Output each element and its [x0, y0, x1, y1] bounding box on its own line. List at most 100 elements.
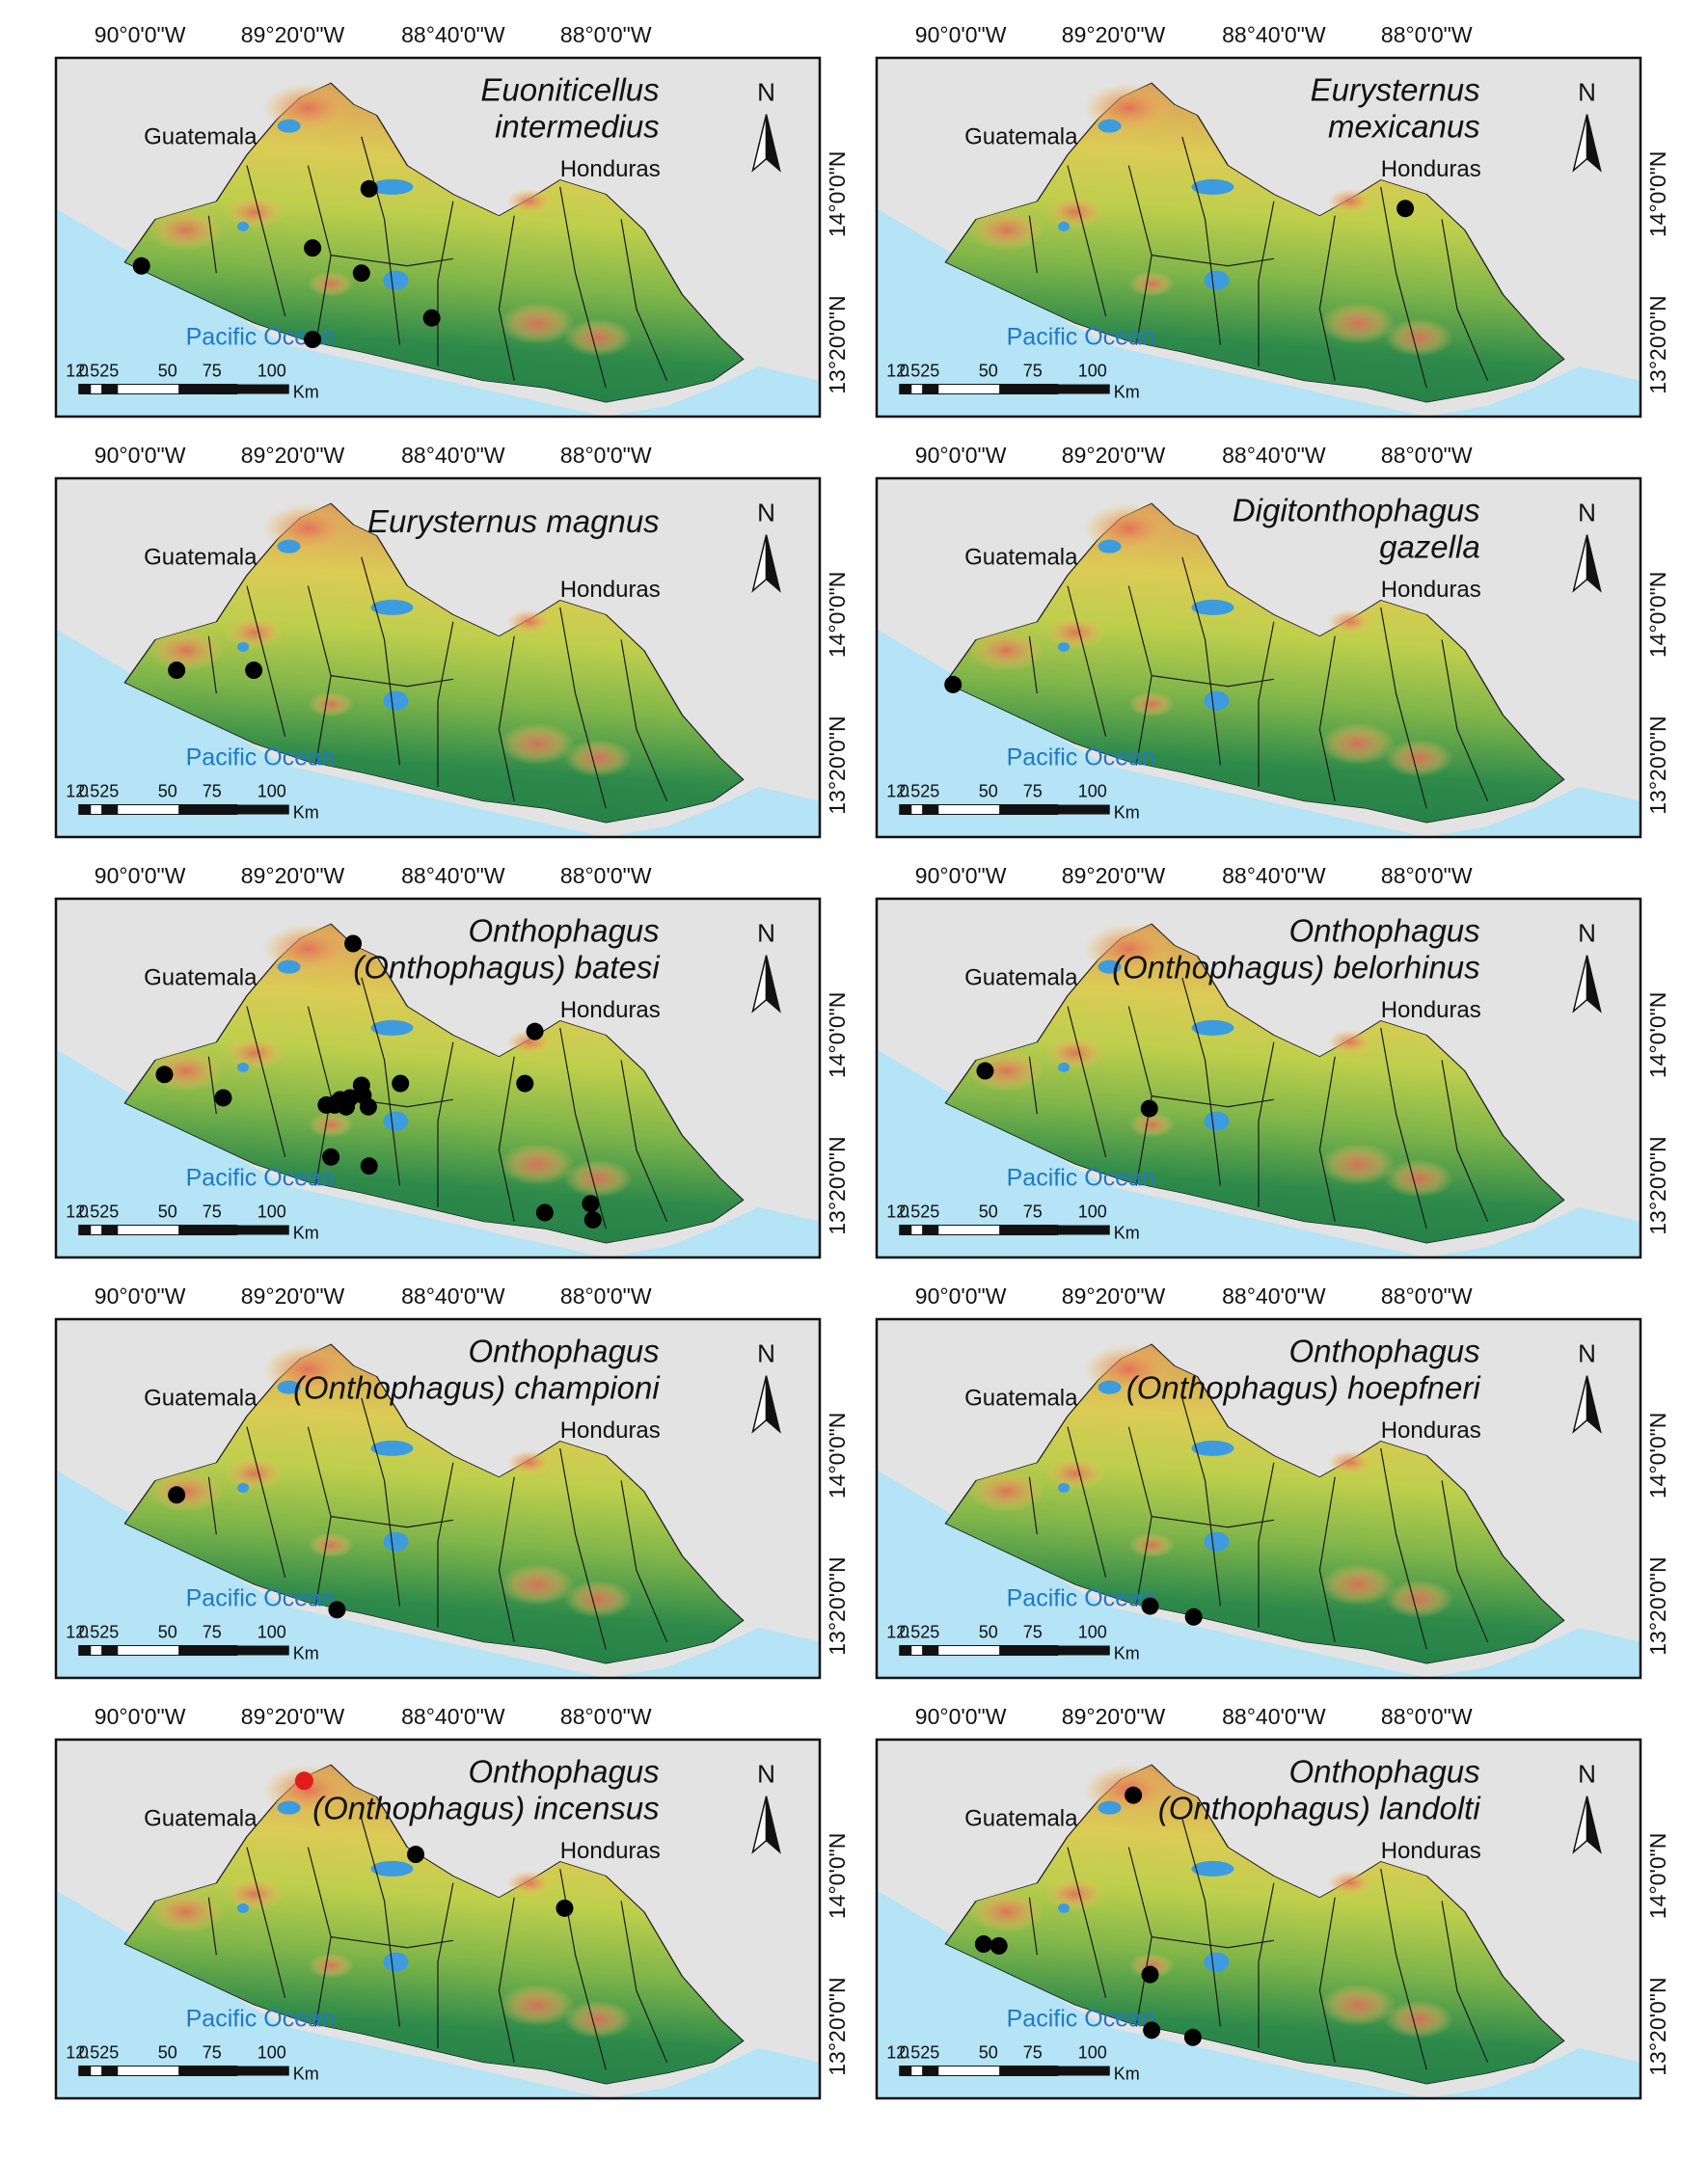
ocean-label: Pacific Ocean [1007, 324, 1155, 351]
scale-tick-label: 0 [900, 2043, 909, 2063]
scale-tick-label: 0 [900, 782, 909, 801]
occurrence-point [407, 1846, 425, 1864]
lake [237, 1062, 250, 1072]
longitude-label: 89°20'0"W [1062, 1704, 1166, 1729]
department-border [1258, 201, 1275, 366]
department-border [498, 1056, 515, 1222]
lake [1058, 1482, 1071, 1493]
scale-tick-label: 12.525 [886, 1202, 939, 1222]
highland-relief [224, 615, 285, 650]
department-border [620, 1480, 668, 1643]
map-panel: 90°0'0"W 89°20'0"W 88°40'0"W 88°0'0"W 14°0'0… [875, 22, 1670, 419]
scale-tick-label: 75 [1023, 2043, 1043, 2063]
department-border [1258, 621, 1275, 787]
scale-unit: Km [1114, 1644, 1140, 1663]
scale-bar: 012.525 50 75 100 Km [66, 1623, 319, 1663]
occurrence-point [1141, 1965, 1159, 1984]
scale-tick-label: 100 [1078, 1202, 1107, 1222]
lake [1191, 178, 1234, 195]
ocean-label: Pacific Ocean [186, 1165, 335, 1192]
department-border [437, 1882, 454, 2048]
lake [1191, 599, 1234, 615]
country-label-guatemala: Guatemala [144, 123, 258, 149]
department-border [361, 136, 400, 345]
lake [1191, 1860, 1234, 1877]
department-border [620, 1060, 668, 1223]
lake [1098, 1380, 1122, 1394]
department-border [1441, 639, 1489, 802]
scale-bar: 012.525 50 75 100 Km [886, 362, 1140, 402]
highland-relief [563, 739, 633, 777]
department-border [1181, 556, 1221, 766]
latitude-label: 14°0'0"N [1645, 151, 1670, 238]
latitude-label: 13°20'0"N [825, 295, 850, 393]
highland-relief [1384, 318, 1453, 357]
scale-tick-label: 75 [1023, 362, 1043, 381]
lake [1204, 270, 1230, 290]
occurrence-point [974, 1935, 992, 1954]
north-arrow-icon: N [751, 78, 781, 173]
occurrence-point [535, 1203, 554, 1222]
map-frame [54, 476, 822, 839]
north-label: N [1578, 919, 1596, 948]
department-border [361, 1397, 400, 1607]
map-panel: 90°0'0"W 89°20'0"W 88°40'0"W 88°0'0"W 14°0'0… [54, 1283, 850, 1680]
department-border [1258, 1041, 1275, 1207]
country-label-honduras: Honduras [1381, 1418, 1481, 1444]
scale-tick-label: 50 [158, 1623, 177, 1642]
department-border [246, 165, 286, 316]
department-border [1127, 585, 1152, 766]
occurrence-point [526, 1022, 544, 1040]
map-panel: 90°0'0"W 89°20'0"W 88°40'0"W 88°0'0"W 14°0'0… [875, 1283, 1670, 1680]
highland-relief [563, 1159, 633, 1198]
country-label-guatemala: Guatemala [144, 964, 258, 990]
department-border [207, 635, 217, 694]
occurrence-point [132, 257, 150, 275]
highland-relief [499, 722, 576, 766]
occurrence-point [322, 1148, 340, 1166]
highland-relief [1319, 1143, 1396, 1186]
latitude-label: 14°0'0"N [825, 1833, 850, 1920]
highland-relief [499, 1563, 576, 1607]
highland-relief [968, 1049, 1045, 1093]
department-border [1380, 186, 1427, 389]
highland-relief [261, 82, 354, 134]
lake [237, 221, 250, 231]
lake [1204, 690, 1230, 711]
occurrence-point [304, 331, 322, 349]
ocean [56, 1470, 820, 1678]
longitude-label: 88°0'0"W [1381, 22, 1473, 47]
country-label-guatemala: Guatemala [964, 964, 1078, 990]
ocean [56, 208, 820, 417]
scale-tick-label: 50 [158, 2043, 177, 2063]
highland-relief [563, 2000, 633, 2039]
occurrence-point [304, 239, 322, 257]
longitude-label: 90°0'0"W [95, 1704, 186, 1729]
department-border [1258, 1882, 1275, 2048]
scale-bar: 012.525 50 75 100 Km [886, 782, 1140, 823]
highland-relief [499, 302, 576, 345]
north-label: N [757, 78, 775, 107]
highland-relief [308, 691, 354, 717]
highland-relief [1327, 1449, 1373, 1475]
latitude-label: 14°0'0"N [1645, 992, 1670, 1079]
scale-tick-label: 50 [979, 782, 998, 801]
department-border [207, 215, 217, 274]
highland-relief [224, 1877, 285, 1911]
latitude-label: 13°20'0"N [1645, 716, 1670, 814]
species-name: Digitonthophagus [1233, 493, 1480, 528]
longitude-label: 90°0'0"W [915, 1704, 1007, 1729]
department-border [1152, 1936, 1274, 1949]
longitude-label: 88°0'0"W [1381, 443, 1473, 468]
country-label-honduras: Honduras [1381, 1838, 1481, 1864]
longitude-label: 90°0'0"W [95, 1283, 186, 1309]
highland-relief [968, 1470, 1045, 1513]
department-border [1152, 1516, 1274, 1528]
lake [370, 1860, 414, 1877]
north-arrow-icon: N [751, 1760, 781, 1854]
latitude-label: 14°0'0"N [1645, 1833, 1670, 1920]
department-border [361, 977, 400, 1186]
department-border [307, 1426, 332, 1607]
